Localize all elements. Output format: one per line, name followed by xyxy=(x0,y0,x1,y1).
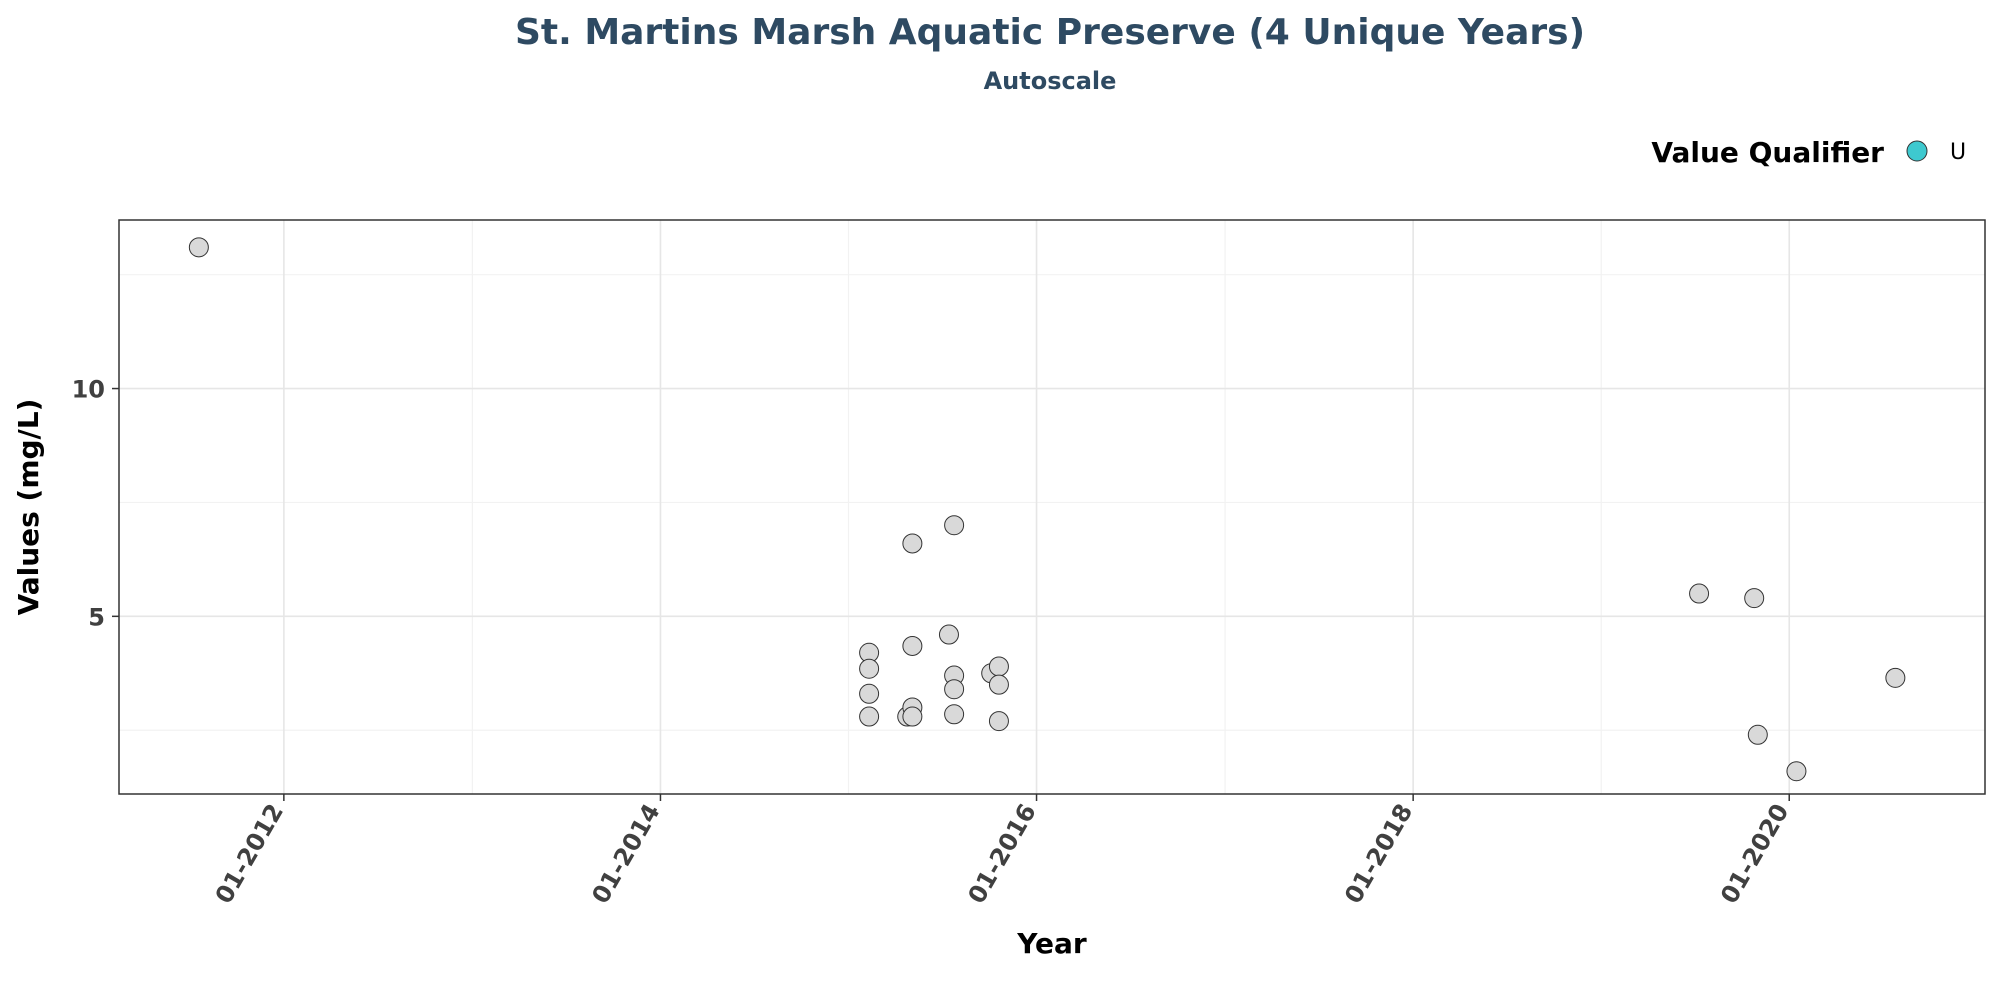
x-tick-label: 01-2020 xyxy=(1715,799,1794,908)
data-points xyxy=(188,237,1906,782)
x-tick-label: 01-2016 xyxy=(962,799,1041,908)
data-point xyxy=(902,706,923,727)
x-tick-label: 01-2018 xyxy=(1339,799,1418,908)
y-tick-label: 10 xyxy=(72,376,105,404)
x-tick-label: 01-2012 xyxy=(210,799,289,908)
data-point xyxy=(902,635,923,656)
data-point xyxy=(938,624,959,645)
data-point xyxy=(944,679,965,700)
data-point xyxy=(1747,724,1768,745)
data-point xyxy=(859,706,880,727)
legend-title: Value Qualifier xyxy=(1651,136,1884,169)
data-point xyxy=(859,658,880,679)
data-point xyxy=(902,533,923,554)
axis-ticks: 5 10 01-2012 01-2014 01-2016 01-2018 01-2020 xyxy=(72,376,1795,909)
data-point xyxy=(1885,667,1906,688)
grid xyxy=(119,220,1985,794)
data-point xyxy=(1689,583,1710,604)
chart-subtitle: Autoscale xyxy=(984,67,1117,95)
data-point xyxy=(859,683,880,704)
data-point xyxy=(1786,761,1807,782)
chart-title: St. Martins Marsh Aquatic Preserve (4 Un… xyxy=(515,12,1585,53)
data-point xyxy=(988,656,1009,677)
x-tick-label: 01-2014 xyxy=(586,799,665,908)
data-point xyxy=(988,674,1009,695)
data-point xyxy=(188,237,209,258)
data-point xyxy=(988,711,1009,732)
legend: Value Qualifier U xyxy=(1651,136,1966,169)
plot-panel xyxy=(118,219,1986,795)
data-point xyxy=(944,515,965,536)
legend-label-u: U xyxy=(1950,140,1966,165)
data-point xyxy=(944,704,965,725)
legend-marker-u xyxy=(1906,140,1928,162)
data-point xyxy=(1744,588,1765,609)
x-axis-title: Year xyxy=(1016,927,1087,960)
y-axis-title: Values (mg/L) xyxy=(12,399,45,616)
y-tick-label: 5 xyxy=(88,603,105,631)
